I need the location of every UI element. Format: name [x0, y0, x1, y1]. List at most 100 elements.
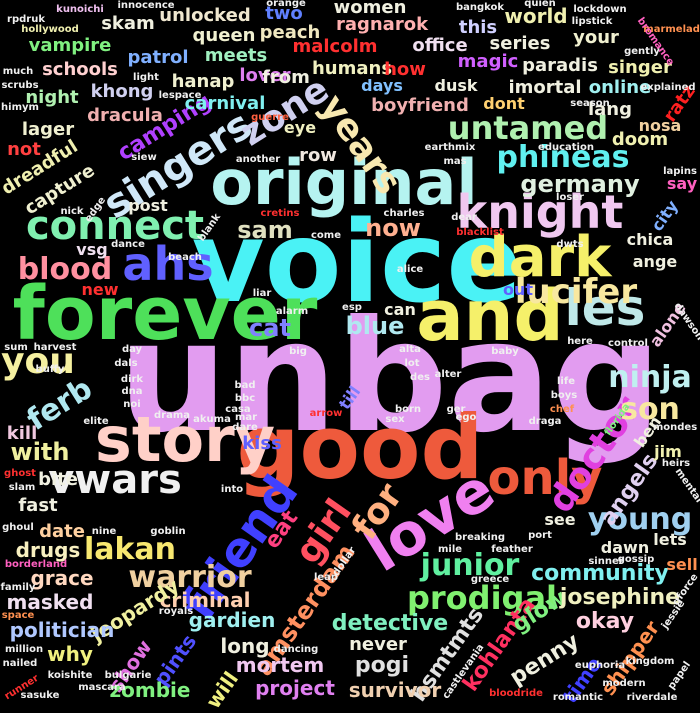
word-how: how [384, 59, 426, 80]
word-josephine: josephine [559, 585, 681, 610]
word-project: project [255, 676, 335, 700]
word-elite: elite [83, 416, 109, 427]
word-leap: leap [313, 572, 339, 583]
word-this: this [458, 17, 498, 38]
word-riverdale: riverdale [626, 692, 678, 703]
word-kiss: kiss [242, 433, 282, 454]
word-born: born [394, 404, 422, 415]
word-control: control [608, 338, 648, 349]
word-never: never [349, 634, 407, 655]
word-guerre: guerre [251, 112, 289, 123]
word-kunoichi: kunoichi [56, 4, 104, 15]
word-port: port [528, 530, 552, 541]
word-untamed: untamed [447, 109, 609, 147]
word-zombie: zombie [109, 678, 191, 702]
word-quien: quien [524, 0, 556, 9]
word-heirs: heirs [661, 458, 691, 469]
word-forever: forever [12, 271, 318, 357]
word-arrow: arrow [309, 408, 343, 419]
word-night: night [25, 87, 79, 108]
word-office: office [412, 35, 468, 56]
word-series: series [489, 33, 551, 54]
word-dwts: dwts [556, 239, 584, 250]
word-voice: voice [191, 198, 523, 328]
word-come: come [311, 230, 341, 241]
word-young: young [587, 502, 693, 537]
word-loser: loser [556, 192, 584, 203]
word-two: two [265, 3, 303, 24]
word-koishite: koishite [47, 670, 93, 681]
word-blacklist: blacklist [456, 227, 504, 238]
word-ange: ange [632, 252, 678, 271]
word-mortem: mortem [235, 653, 325, 677]
word-dance: dance [111, 239, 145, 250]
word-ego: ego [455, 412, 477, 423]
word-alta: alta [399, 344, 421, 355]
word-survivor: survivor [348, 678, 442, 702]
word-nick: nick [60, 206, 84, 217]
word-say: say [666, 174, 698, 193]
word-romantic: romantic [552, 692, 604, 703]
word-goblin: goblin [150, 526, 186, 537]
word-bite: bite [38, 469, 78, 490]
word-breaking: breaking [455, 532, 505, 543]
word-boyfriend: boyfriend [371, 95, 469, 116]
word-imortal: imortal [508, 77, 582, 98]
word-mas: mas [443, 156, 467, 167]
word-online: online [588, 77, 652, 98]
word-noi: noi [123, 399, 141, 410]
word-detective: detective [331, 611, 449, 636]
word-harvest: harvest [33, 342, 77, 353]
word-mondes: mondes [652, 422, 698, 433]
word-cat: cat [249, 314, 291, 342]
word-meets: meets [204, 45, 268, 66]
word-day: day [121, 344, 143, 355]
word-row: row [299, 145, 337, 166]
word-warrior: warrior [128, 560, 252, 595]
word-can: can [384, 300, 416, 319]
word-drama: drama [153, 410, 191, 421]
word-hanap: hanap [171, 71, 235, 92]
word-mascara: mascara [78, 682, 126, 693]
word-magic: magic [457, 51, 519, 72]
word-khong: khong [90, 81, 154, 102]
word-nailed: nailed [2, 658, 38, 669]
word-much: much [2, 66, 34, 77]
word-sam: sam [237, 216, 293, 244]
word-vampire: vampire [28, 35, 112, 56]
word-not: not [7, 139, 41, 160]
word-lager: lager [21, 119, 75, 140]
word-lucifer: lucifer [514, 272, 638, 312]
word-ger: ger [446, 404, 466, 415]
word-pogi: pogi [354, 653, 410, 678]
word-dare: dare [232, 422, 258, 433]
word-will: will [200, 667, 244, 713]
word-prodigal: prodigal [406, 579, 558, 617]
word-queen: queen [192, 25, 256, 46]
word-germany: germany [520, 170, 640, 198]
word-nosa: nosa [638, 116, 682, 135]
word-why: why [47, 642, 93, 666]
word-lapins: lapins [663, 166, 697, 177]
word-dirk: dirk [120, 374, 144, 385]
word-million: million [4, 644, 44, 655]
word-space: space [1, 610, 35, 621]
word-blue: blue [345, 312, 405, 340]
word-vwars: vwars [48, 457, 182, 503]
word-family: family [0, 582, 36, 593]
word-dear: dear [451, 212, 477, 223]
word-sex: sex [385, 414, 405, 425]
word-alarm: alarm [275, 306, 309, 317]
word-only: only [487, 450, 603, 506]
word-eye: eye [283, 118, 317, 137]
word-des: des [410, 372, 430, 383]
word-lespace: lespace [158, 90, 202, 101]
word-slam: slam [8, 482, 36, 493]
word-dancing: dancing [273, 644, 319, 655]
word-boys: boys [550, 390, 578, 401]
word-alice: alice [396, 264, 424, 275]
word-ninja: ninja [608, 360, 692, 395]
word-dracula: dracula [87, 105, 163, 126]
word-mar: mar [234, 412, 258, 423]
